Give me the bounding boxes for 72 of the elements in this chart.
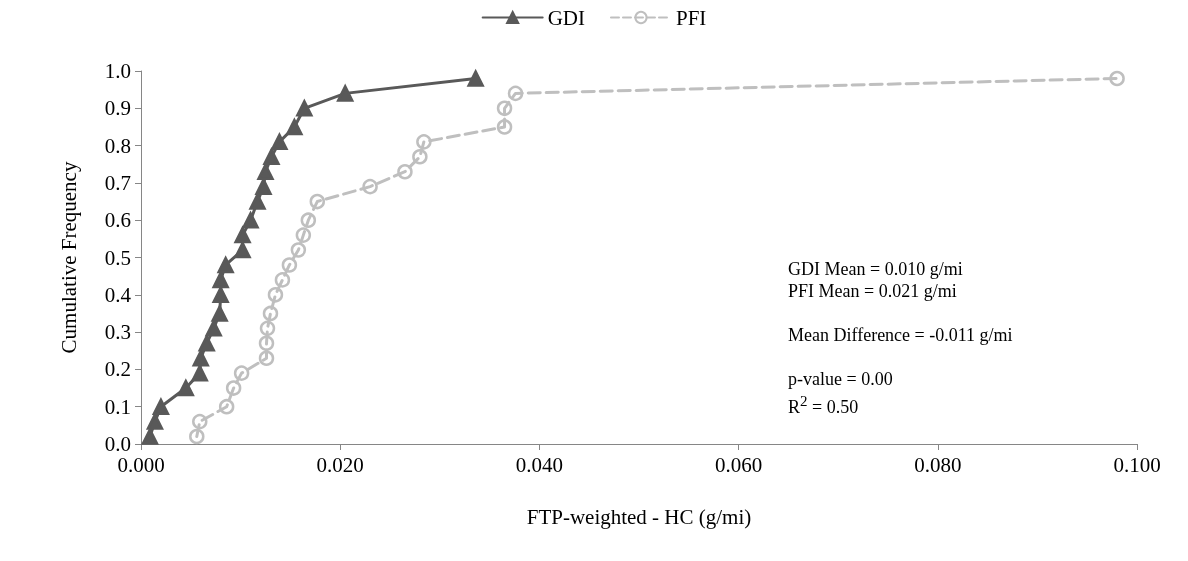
x-tick-label: 0.100 (1113, 452, 1161, 477)
y-tick-label: 0.9 (104, 96, 131, 121)
point (225, 380, 242, 396)
point (262, 305, 279, 322)
legend-label: PFI (675, 5, 707, 30)
x-axis-title: FTP-weighted - HC (g/mi) (526, 504, 752, 529)
y-tick-label: 0.2 (104, 357, 131, 382)
point (258, 350, 275, 366)
x-tick-label: 0.080 (914, 452, 962, 477)
point (496, 100, 513, 117)
point (146, 413, 164, 430)
point (152, 398, 170, 415)
point (362, 178, 378, 195)
y-tick-label: 0.6 (104, 208, 131, 233)
point (309, 193, 326, 210)
point (205, 320, 222, 337)
point (295, 227, 312, 243)
y-tick-label: 0.7 (104, 170, 131, 195)
point (397, 163, 413, 180)
point (212, 271, 229, 289)
point (192, 413, 208, 430)
point (281, 257, 298, 273)
point (212, 286, 229, 304)
point (141, 428, 159, 445)
y-tick-label: 0.1 (104, 394, 131, 419)
point (300, 212, 317, 228)
point (336, 85, 354, 102)
point (198, 335, 215, 352)
point (249, 193, 266, 210)
point (263, 148, 280, 166)
y-tick-label: 0.8 (104, 133, 131, 158)
point (192, 349, 210, 367)
legend-label: GDI (547, 5, 585, 30)
point (211, 305, 228, 322)
x-tick-label: 0.040 (515, 452, 564, 477)
point (177, 379, 195, 397)
point (296, 100, 313, 117)
y-axis-title: Cumulative Frequency (56, 161, 81, 354)
x-tick-label: 0.060 (714, 452, 763, 477)
point (416, 134, 432, 150)
point (234, 226, 251, 244)
point (290, 242, 307, 258)
annotation: PFI Mean = 0.021 g/mi (788, 280, 958, 302)
point (258, 335, 275, 352)
x-tick-label: 0.020 (316, 452, 364, 477)
y-tick-label: 0.3 (104, 320, 131, 345)
point (189, 428, 205, 445)
point (271, 133, 288, 151)
point (274, 272, 291, 288)
point (255, 178, 272, 195)
annotation: R$^{2}$ = 0.50 (788, 392, 860, 418)
point (507, 85, 524, 102)
y-tick-label: 0.4 (104, 282, 132, 307)
point (259, 320, 276, 337)
point (217, 256, 234, 274)
point (191, 364, 209, 382)
point (233, 365, 250, 381)
annotation: Mean Difference = -0.011 g/mi (788, 324, 1013, 346)
point (242, 211, 259, 229)
point (412, 149, 428, 165)
annotation: p-value = 0.00 (788, 368, 894, 390)
annotation: GDI Mean = 0.010 g/mi (788, 258, 964, 280)
point (1109, 70, 1125, 87)
point (234, 241, 251, 259)
point (467, 70, 484, 87)
y-tick-label: 0.5 (104, 245, 131, 270)
point (257, 163, 274, 180)
point (496, 119, 513, 135)
point (286, 118, 303, 136)
point (267, 287, 284, 303)
point (218, 398, 235, 415)
y-tick-label: 1.0 (104, 59, 131, 83)
